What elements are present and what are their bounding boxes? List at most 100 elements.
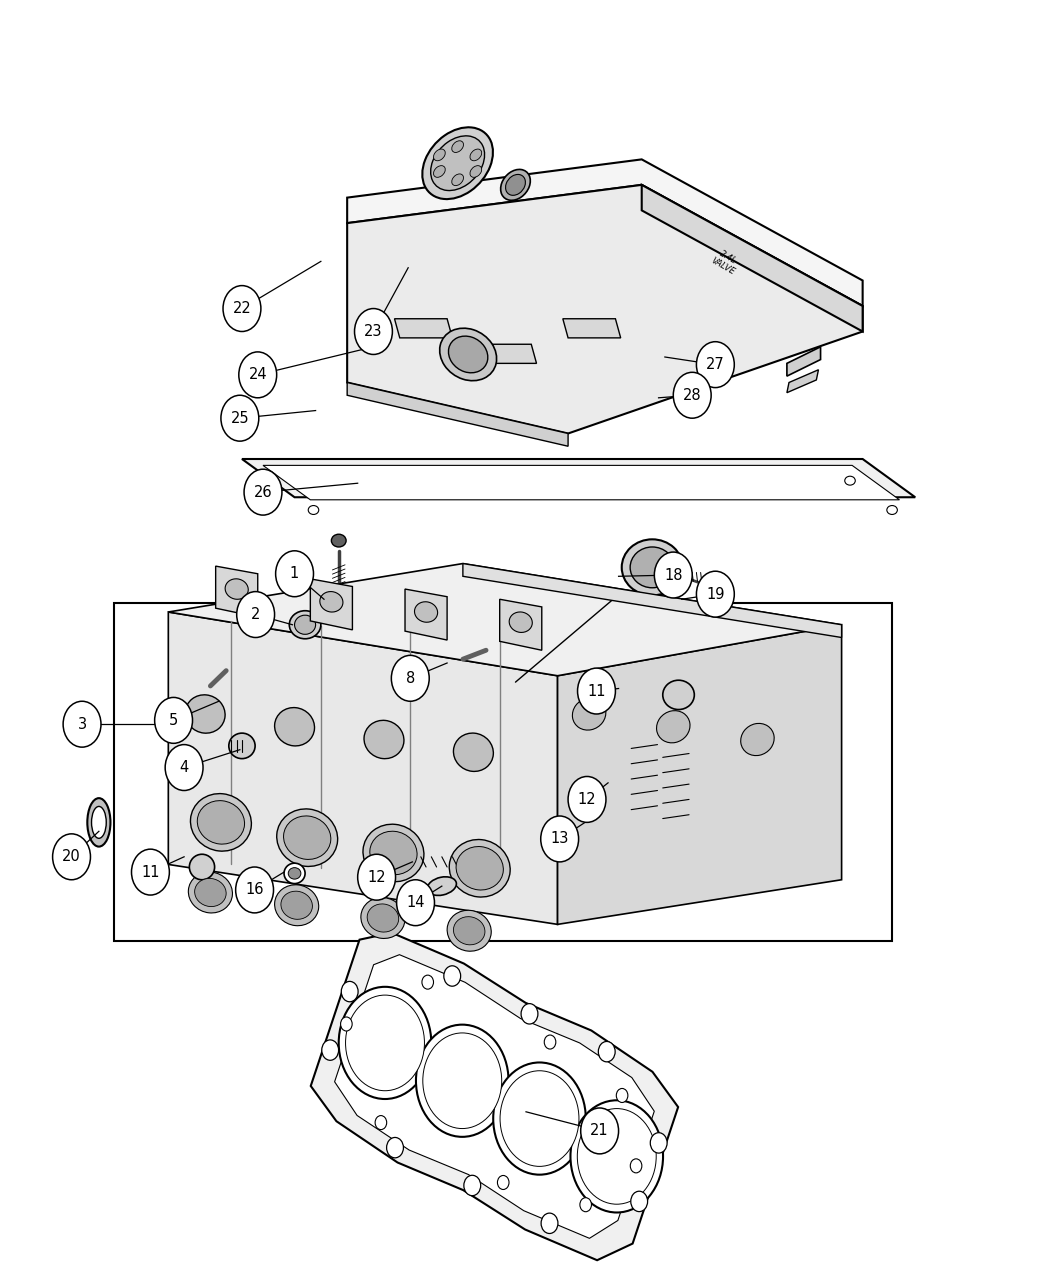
Ellipse shape	[440, 328, 497, 381]
Circle shape	[236, 867, 274, 913]
Polygon shape	[310, 579, 352, 630]
Text: 12: 12	[367, 870, 386, 885]
Text: 28: 28	[683, 388, 702, 403]
Text: 21: 21	[590, 1123, 609, 1139]
Ellipse shape	[433, 149, 445, 161]
Ellipse shape	[433, 166, 445, 177]
Text: 27: 27	[706, 357, 725, 372]
Polygon shape	[335, 955, 654, 1238]
Ellipse shape	[580, 1197, 591, 1211]
Circle shape	[568, 776, 606, 822]
Ellipse shape	[322, 1040, 339, 1061]
Ellipse shape	[430, 136, 485, 190]
Text: 2.4L
VALVE: 2.4L VALVE	[710, 246, 742, 277]
Ellipse shape	[501, 170, 530, 200]
Ellipse shape	[364, 720, 404, 759]
Ellipse shape	[616, 1089, 628, 1103]
Circle shape	[696, 571, 734, 617]
Ellipse shape	[195, 878, 226, 907]
Circle shape	[165, 745, 203, 790]
Ellipse shape	[622, 539, 683, 595]
Circle shape	[391, 655, 429, 701]
Circle shape	[673, 372, 711, 418]
Ellipse shape	[386, 1137, 403, 1158]
Ellipse shape	[422, 975, 433, 989]
Ellipse shape	[345, 994, 424, 1090]
Ellipse shape	[427, 877, 457, 895]
Ellipse shape	[506, 175, 525, 195]
Polygon shape	[216, 566, 258, 617]
Ellipse shape	[448, 337, 488, 372]
Ellipse shape	[284, 816, 330, 859]
Ellipse shape	[339, 987, 431, 1099]
Text: 16: 16	[245, 882, 264, 898]
Circle shape	[581, 1108, 619, 1154]
Ellipse shape	[570, 1100, 663, 1213]
Ellipse shape	[284, 863, 305, 884]
Ellipse shape	[656, 710, 690, 743]
Ellipse shape	[493, 1062, 586, 1174]
Text: 1: 1	[290, 566, 299, 581]
Ellipse shape	[599, 1042, 615, 1062]
Circle shape	[237, 592, 275, 638]
Circle shape	[541, 816, 579, 862]
Ellipse shape	[281, 891, 312, 919]
Text: 5: 5	[169, 713, 178, 728]
Circle shape	[63, 701, 101, 747]
Ellipse shape	[451, 173, 464, 186]
Ellipse shape	[498, 1176, 509, 1190]
Ellipse shape	[444, 965, 461, 986]
Ellipse shape	[453, 917, 485, 945]
Polygon shape	[168, 612, 558, 924]
Ellipse shape	[363, 824, 424, 882]
Ellipse shape	[630, 1159, 642, 1173]
Ellipse shape	[416, 1025, 508, 1137]
Ellipse shape	[289, 611, 321, 639]
Polygon shape	[347, 382, 568, 446]
Circle shape	[221, 395, 259, 441]
Ellipse shape	[470, 149, 482, 161]
Polygon shape	[347, 185, 863, 434]
Text: 8: 8	[406, 671, 414, 686]
Ellipse shape	[189, 854, 215, 880]
Polygon shape	[405, 589, 447, 640]
Circle shape	[155, 697, 193, 743]
Text: 26: 26	[254, 484, 272, 500]
Polygon shape	[558, 625, 842, 924]
Ellipse shape	[630, 547, 674, 588]
Ellipse shape	[266, 477, 277, 485]
Ellipse shape	[277, 808, 338, 867]
Ellipse shape	[422, 128, 493, 199]
Circle shape	[53, 834, 90, 880]
Ellipse shape	[370, 831, 417, 875]
Ellipse shape	[228, 733, 256, 759]
Ellipse shape	[631, 1191, 648, 1211]
Text: 11: 11	[587, 683, 606, 699]
Ellipse shape	[320, 592, 343, 612]
Text: 4: 4	[180, 760, 188, 775]
Circle shape	[132, 849, 169, 895]
Text: 18: 18	[664, 567, 683, 583]
Ellipse shape	[541, 1213, 558, 1233]
Ellipse shape	[650, 1132, 667, 1153]
Polygon shape	[463, 564, 842, 638]
Text: 19: 19	[706, 586, 725, 602]
Ellipse shape	[470, 166, 482, 177]
Circle shape	[358, 854, 396, 900]
Circle shape	[397, 880, 434, 926]
Circle shape	[276, 551, 313, 597]
Ellipse shape	[308, 506, 319, 514]
Ellipse shape	[341, 982, 358, 1002]
Circle shape	[244, 469, 282, 515]
Ellipse shape	[457, 847, 503, 890]
Ellipse shape	[376, 1116, 387, 1130]
Polygon shape	[563, 319, 621, 338]
Ellipse shape	[451, 140, 464, 153]
Polygon shape	[347, 159, 863, 306]
Text: 13: 13	[550, 831, 569, 847]
Circle shape	[355, 309, 392, 354]
Ellipse shape	[288, 867, 301, 880]
Ellipse shape	[414, 602, 438, 622]
Ellipse shape	[275, 885, 319, 926]
Ellipse shape	[447, 910, 491, 951]
